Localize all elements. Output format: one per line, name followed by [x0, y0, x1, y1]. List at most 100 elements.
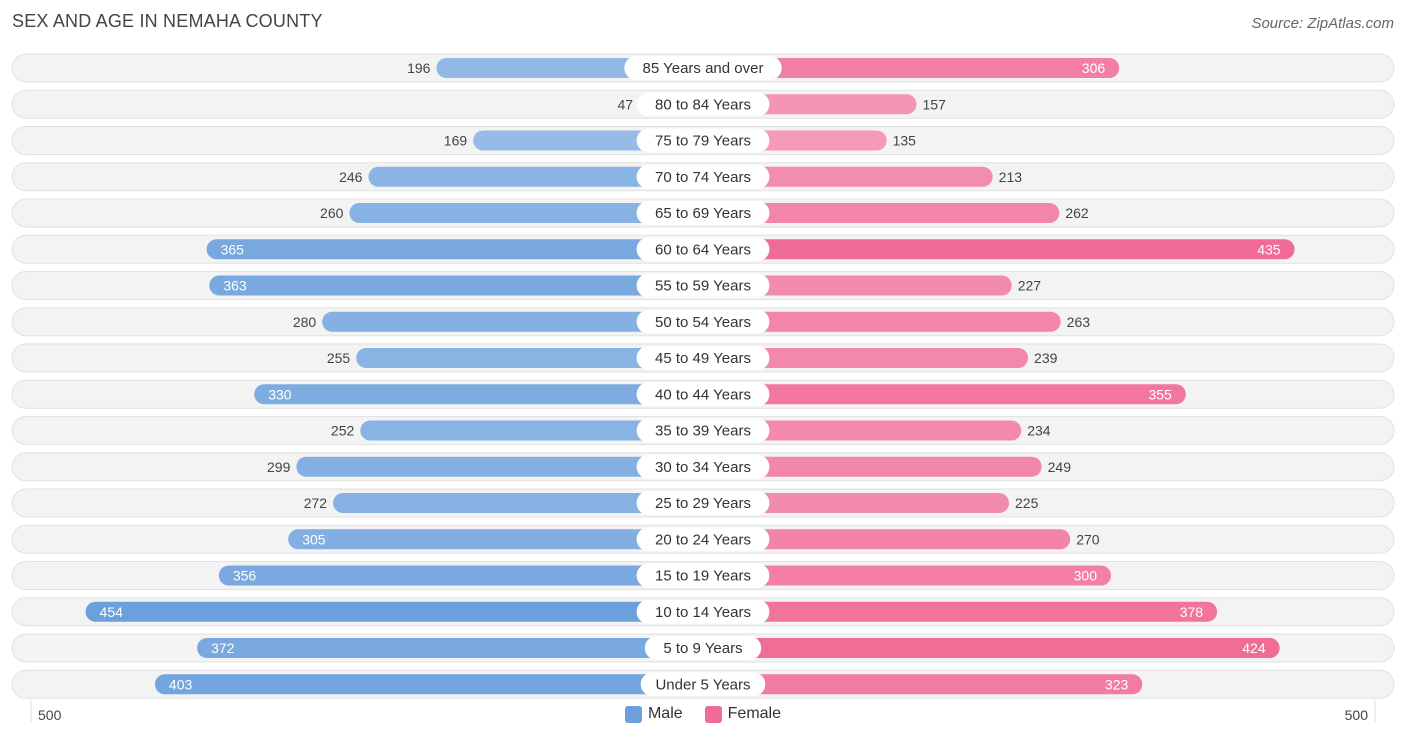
value-label-male: 356 [233, 568, 257, 584]
category-label: 15 to 19 Years [655, 568, 751, 585]
bar-male [322, 311, 703, 332]
category-label: 5 to 9 Years [663, 640, 742, 657]
value-label-male: 299 [267, 459, 291, 475]
value-label-female: 239 [1034, 350, 1058, 366]
value-label-male: 252 [331, 423, 355, 439]
value-label-male: 330 [268, 386, 292, 402]
value-label-female: 270 [1076, 531, 1100, 547]
category-label: 70 to 74 Years [655, 169, 751, 186]
bar-female [703, 638, 1280, 658]
legend: Male Female [0, 705, 1406, 723]
bar-female [703, 239, 1295, 260]
category-label: 40 to 44 Years [655, 386, 751, 403]
legend-swatch-female [704, 705, 722, 723]
value-label-female: 249 [1048, 459, 1072, 475]
value-label-female: 213 [999, 169, 1023, 185]
category-pill [636, 382, 770, 407]
bar-female [703, 674, 1143, 695]
value-label-male: 260 [320, 205, 344, 221]
bar-female [703, 565, 1111, 586]
category-pill [636, 201, 770, 225]
bar-female [703, 601, 1218, 622]
category-pill [636, 92, 770, 117]
value-label-female: 234 [1027, 423, 1051, 439]
bar-female [703, 384, 1186, 405]
bar-male [333, 493, 703, 513]
source-label: Source: ZipAtlas.com [1251, 15, 1394, 32]
value-label-male: 365 [221, 241, 245, 257]
bar-female [703, 348, 1029, 368]
category-pill [636, 563, 770, 588]
category-label: 20 to 24 Years [655, 531, 751, 548]
bar-female [703, 420, 1022, 441]
category-label: 45 to 49 Years [655, 350, 751, 367]
value-label-male: 196 [407, 60, 431, 76]
bar-male [349, 203, 703, 223]
category-pill [636, 237, 770, 262]
value-label-male: 305 [302, 531, 326, 547]
category-pill [636, 273, 770, 298]
bar-male [206, 239, 703, 260]
value-label-female: 378 [1180, 604, 1204, 620]
bar-female [703, 275, 1012, 296]
bar-male [296, 456, 703, 477]
category-label: 35 to 39 Years [655, 423, 751, 440]
bar-female [703, 529, 1071, 550]
category-label: Under 5 Years [655, 676, 750, 693]
bar-male [85, 601, 703, 622]
category-pill [636, 527, 770, 552]
bar-female [703, 203, 1060, 223]
category-pill [624, 56, 782, 80]
bar-male [360, 420, 703, 441]
legend-label-female: Female [727, 705, 782, 722]
category-label: 75 to 79 Years [655, 133, 751, 150]
value-label-male: 403 [169, 676, 193, 692]
category-pill [640, 672, 766, 697]
legend-label-male: Male [647, 705, 683, 722]
bar-female [703, 456, 1042, 477]
category-pill [636, 309, 770, 334]
category-pill [636, 346, 770, 370]
value-label-male: 169 [444, 133, 468, 149]
bar-male [154, 674, 704, 695]
legend-swatch-male [624, 705, 642, 723]
category-label: 55 to 59 Years [655, 278, 751, 295]
bar-female [703, 58, 1120, 78]
bar-male [197, 638, 703, 658]
value-label-male: 280 [293, 314, 317, 330]
category-pill [636, 418, 770, 443]
value-label-male: 255 [327, 350, 351, 366]
category-pill [636, 491, 770, 515]
value-label-male: 47 [618, 96, 634, 112]
value-label-female: 227 [1018, 278, 1042, 294]
category-label: 50 to 54 Years [655, 314, 751, 331]
value-label-male: 246 [339, 169, 363, 185]
category-label: 25 to 29 Years [655, 495, 751, 512]
axis-label-right: 500 [1344, 707, 1368, 723]
category-label: 85 Years and over [643, 60, 764, 77]
legend-item-female[interactable]: Female [704, 705, 782, 723]
bar-male [368, 166, 703, 187]
category-label: 60 to 64 Years [655, 241, 751, 258]
value-label-female: 135 [893, 133, 917, 149]
bar-male [288, 529, 703, 550]
axis-label-left: 500 [38, 707, 62, 723]
legend-item-male[interactable]: Male [624, 705, 683, 723]
value-label-female: 323 [1105, 676, 1129, 692]
category-label: 80 to 84 Years [655, 96, 751, 113]
bar-female [703, 166, 993, 187]
value-label-female: 157 [923, 96, 947, 112]
value-label-female: 225 [1015, 495, 1039, 511]
value-label-female: 355 [1148, 386, 1172, 402]
chart-title: SEX AND AGE IN NEMAHA COUNTY [12, 11, 323, 31]
value-label-female: 262 [1065, 205, 1089, 221]
value-label-female: 306 [1082, 60, 1106, 76]
value-label-male: 272 [304, 495, 328, 511]
category-pill [636, 164, 770, 189]
category-label: 65 to 69 Years [655, 205, 751, 222]
bar-male [356, 348, 703, 368]
bar-male [209, 275, 703, 296]
category-label: 30 to 34 Years [655, 459, 751, 476]
bar-female [703, 311, 1061, 332]
